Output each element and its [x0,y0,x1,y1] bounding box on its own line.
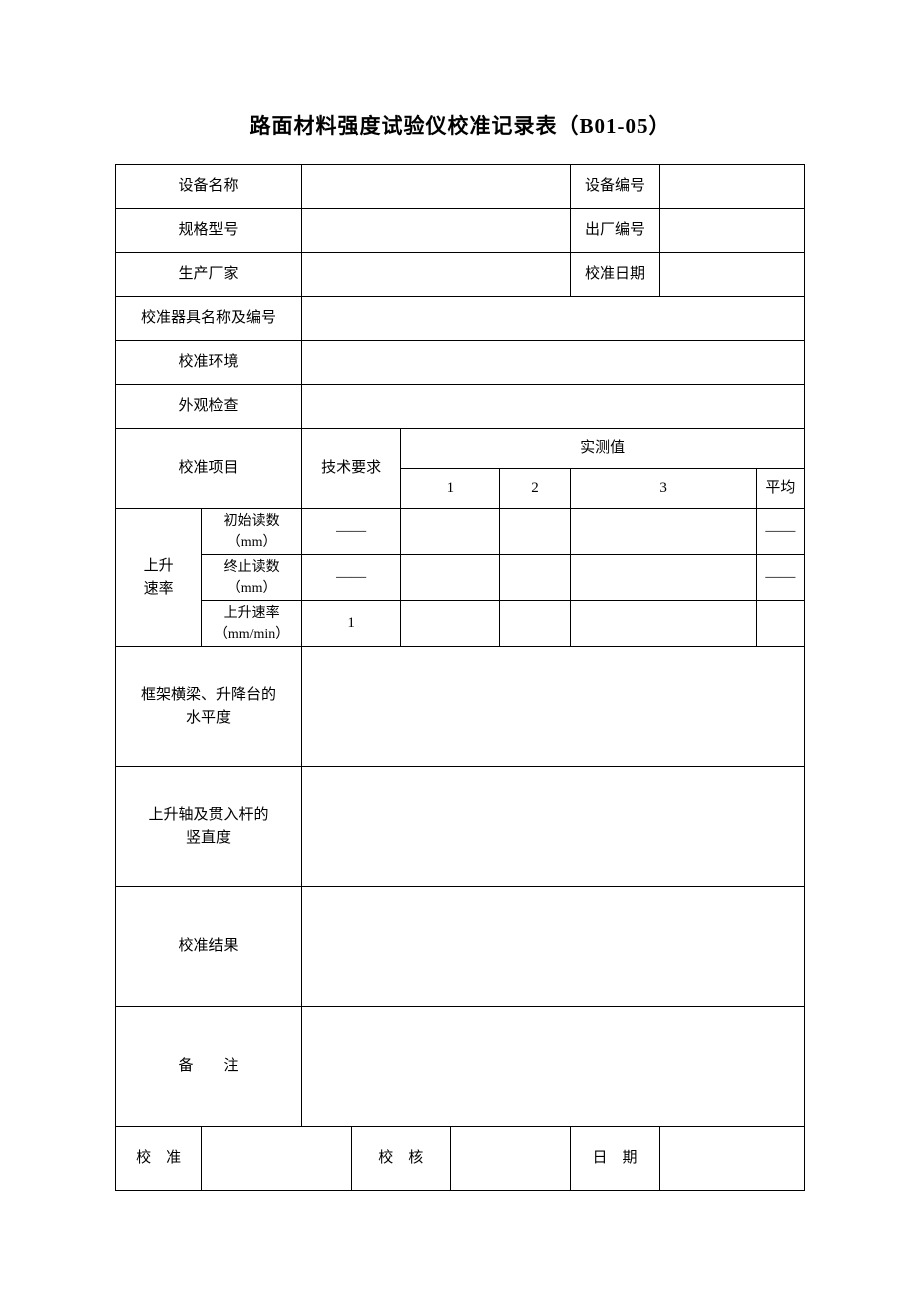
value-frame-level [302,647,805,767]
colhdr-3: 3 [570,469,756,509]
label-env: 校准环境 [116,341,302,385]
colhdr-measured: 实测值 [401,429,805,469]
req-init-read: —— [302,509,401,555]
value-calib-date [660,253,805,297]
label-init-read: 初始读数 （mm） [202,509,302,555]
label-tool-name: 校准器具名称及编号 [116,297,302,341]
val-init-read-3 [570,509,756,555]
label-checker: 校 核 [351,1127,450,1191]
page-title: 路面材料强度试验仪校准记录表（B01-05） [115,110,805,140]
val-rise-rate-2 [500,601,570,647]
label-result: 校准结果 [116,887,302,1007]
colhdr-2: 2 [500,469,570,509]
val-rise-rate-avg [756,601,804,647]
value-equip-no [660,165,805,209]
value-equip-name [302,165,571,209]
val-end-read-1 [401,555,500,601]
value-axis-vertical [302,767,805,887]
req-end-read: —— [302,555,401,601]
val-end-read-2 [500,555,570,601]
value-checker [450,1127,570,1191]
colhdr-item: 校准项目 [116,429,302,509]
label-calibrator: 校 准 [116,1127,202,1191]
label-axis-vertical: 上升轴及贯入杆的 竖直度 [116,767,302,887]
label-equip-name: 设备名称 [116,165,302,209]
label-date: 日 期 [570,1127,660,1191]
value-date [660,1127,805,1191]
value-tool-name [302,297,805,341]
value-result [302,887,805,1007]
colhdr-1: 1 [401,469,500,509]
label-model: 规格型号 [116,209,302,253]
val-end-read-avg: —— [756,555,804,601]
label-rise-rate: 上升速率 （mm/min） [202,601,302,647]
val-rise-rate-3 [570,601,756,647]
label-frame-level: 框架横梁、升降台的 水平度 [116,647,302,767]
val-init-read-1 [401,509,500,555]
label-manufacturer: 生产厂家 [116,253,302,297]
label-factory-no: 出厂编号 [570,209,660,253]
value-manufacturer [302,253,571,297]
label-rise-rate-group: 上升 速率 [116,509,202,647]
val-init-read-2 [500,509,570,555]
colhdr-techreq: 技术要求 [302,429,401,509]
label-appearance: 外观检查 [116,385,302,429]
val-rise-rate-1 [401,601,500,647]
value-factory-no [660,209,805,253]
label-remark: 备 注 [116,1007,302,1127]
value-model [302,209,571,253]
calibration-table: 设备名称 设备编号 规格型号 出厂编号 生产厂家 校准日期 校准器具名称及编号 … [115,164,805,1191]
colhdr-avg: 平均 [756,469,804,509]
label-equip-no: 设备编号 [570,165,660,209]
val-init-read-avg: —— [756,509,804,555]
value-remark [302,1007,805,1127]
value-appearance [302,385,805,429]
req-rise-rate: 1 [302,601,401,647]
label-end-read: 终止读数 （mm） [202,555,302,601]
value-calibrator [202,1127,352,1191]
val-end-read-3 [570,555,756,601]
label-calib-date: 校准日期 [570,253,660,297]
value-env [302,341,805,385]
